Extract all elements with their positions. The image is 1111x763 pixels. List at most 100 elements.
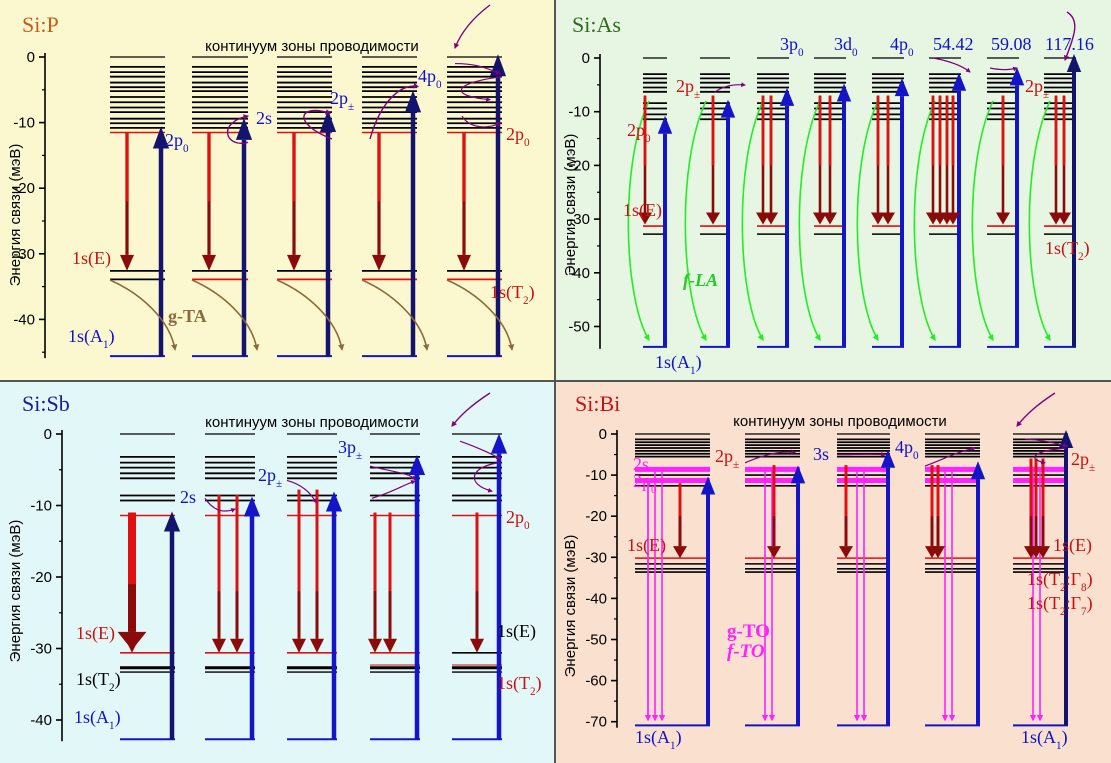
label-part: 1s(A xyxy=(635,727,670,748)
label-2ppm-right: 2p± xyxy=(1071,449,1095,474)
capture-curve xyxy=(459,440,501,460)
excitation-arrow-head xyxy=(235,117,253,140)
label-part: ) xyxy=(115,669,121,690)
y-tick-label: -50 xyxy=(585,632,607,649)
label-part: 1s(A xyxy=(655,352,690,373)
capture-curve xyxy=(204,498,236,513)
y-tick-label: 0 xyxy=(582,50,590,67)
relaxation-arrow-head xyxy=(871,212,885,225)
label-part: 1s(E) xyxy=(623,200,662,221)
phonon-decay-curve xyxy=(741,100,764,342)
capture-curve xyxy=(461,115,501,128)
excitation-arrow-head xyxy=(657,115,673,134)
relaxation-arrow-head xyxy=(470,638,484,653)
continuum-label: континуум зоны проводимости xyxy=(205,414,419,431)
relaxation-arrow-head xyxy=(881,212,895,225)
label-2ppm: 2p± xyxy=(258,465,282,490)
y-tick-label: -40 xyxy=(585,590,607,607)
phonon-decay-curve xyxy=(684,100,707,342)
label-part: 2p xyxy=(1025,76,1043,96)
y-axis-title: Энергия связи (мэВ) xyxy=(7,144,24,287)
label-1sA1: 1s(A1) xyxy=(74,707,121,732)
y-tick-label: -40 xyxy=(13,311,35,328)
label-part: ) xyxy=(109,326,115,347)
capture-curve xyxy=(924,446,976,467)
label-part: ) xyxy=(1084,238,1090,259)
excitation-arrow-head xyxy=(490,433,508,454)
label-1sE: 1s(E) xyxy=(623,200,662,221)
label-subscript: ± xyxy=(1043,89,1049,101)
y-tick-label: -10 xyxy=(13,115,35,132)
excitation-arrow-head xyxy=(790,465,806,484)
top-series-label: 3d0 xyxy=(834,34,858,59)
excitation-arrow-head xyxy=(836,83,852,102)
phonon-decay-curve xyxy=(1028,100,1051,342)
label-part: 1s(T xyxy=(1027,593,1060,614)
relaxation-arrow-head xyxy=(230,638,244,653)
label-part: 2p xyxy=(506,124,524,144)
relaxation-arrow-head xyxy=(946,212,960,225)
capture-curve xyxy=(1024,438,1068,448)
label-part: 1s(E) xyxy=(497,621,536,642)
label-part: 3d xyxy=(834,34,852,54)
label-2s: 2s xyxy=(256,108,272,128)
label-1sT2G7: 1s(T2:Γ7) xyxy=(1027,593,1093,618)
y-tick-label: 0 xyxy=(27,49,35,66)
label-part: ) xyxy=(1087,593,1093,614)
relaxation-arrow-head xyxy=(310,638,324,653)
excitation-arrow-head xyxy=(720,99,736,118)
label-subscript: 0 xyxy=(436,79,442,91)
capture-curve xyxy=(1064,11,1076,62)
label-part: ) xyxy=(115,707,121,728)
panel-title: Si:As xyxy=(572,12,621,37)
phonon-decay-curve xyxy=(627,100,650,342)
label-1sT2-right: 1s(T2) xyxy=(497,673,542,698)
relaxation-arrow-head xyxy=(931,546,945,559)
relaxation-arrow-head xyxy=(706,212,720,225)
label-subscript: 0 xyxy=(852,47,858,59)
excitation-arrow-head xyxy=(163,511,181,532)
label-subscript: 1 xyxy=(690,365,696,377)
label-subscript: 2 xyxy=(523,295,529,307)
label-1sE-right: 1s(E) xyxy=(497,621,536,642)
y-tick-label: -20 xyxy=(30,569,52,586)
label-1sA1: 1s(A1) xyxy=(68,326,115,351)
top-series-label: 117.16 xyxy=(1045,34,1094,54)
label-subscript: ± xyxy=(356,450,362,462)
label-subscript: 0 xyxy=(524,137,530,149)
phonon-decay-curve xyxy=(446,279,515,351)
capture-curve xyxy=(932,57,971,73)
excitation-arrow-head xyxy=(1058,430,1074,448)
label-part: 1s(E) xyxy=(627,535,666,556)
label-part: 2p xyxy=(258,465,276,485)
relaxation-arrow-head xyxy=(813,212,827,225)
phonon-decay-curve xyxy=(971,100,994,342)
capture-curve xyxy=(1034,447,1066,465)
y-tick-label: -10 xyxy=(568,104,590,121)
phonon-decay-curve xyxy=(191,279,260,351)
label-subscript: 1 xyxy=(670,740,676,752)
label-subscript: 2 xyxy=(109,682,115,694)
y-axis-title: Энергия связи (мэВ) xyxy=(7,520,24,663)
label-2s: 2s xyxy=(180,487,196,507)
y-tick-label: -10 xyxy=(30,498,52,515)
label-subscript: 1 xyxy=(1056,740,1062,752)
label-part: 2p xyxy=(165,130,183,150)
label-part: 2s xyxy=(256,108,272,128)
panel-si-p: Si:P континуум зоны проводимости Энергия с… xyxy=(0,0,555,381)
label-subscript: 2 xyxy=(1078,251,1084,263)
capture-curve xyxy=(473,462,501,493)
relaxation-arrow-head xyxy=(1057,212,1071,225)
excitation-arrow-head xyxy=(970,461,986,480)
label-1sA1-right: 1s(A1) xyxy=(1021,727,1068,752)
label-1sT2: 1s(T2) xyxy=(1045,238,1090,263)
label-3s: 3s xyxy=(813,444,829,464)
diagram-svg: Si:Sb континуум зоны проводимости Энергия … xyxy=(7,391,542,742)
label-subscript: 8 xyxy=(1081,582,1087,594)
excitation-arrow-head xyxy=(325,491,343,512)
phonon-decay-curve xyxy=(913,100,936,342)
top-series-label: 54.42 xyxy=(933,34,974,54)
phonon-decay-curve xyxy=(798,100,821,342)
excitation-arrow-head xyxy=(779,87,795,106)
phonon-label-gTA: g-TA xyxy=(168,306,207,326)
